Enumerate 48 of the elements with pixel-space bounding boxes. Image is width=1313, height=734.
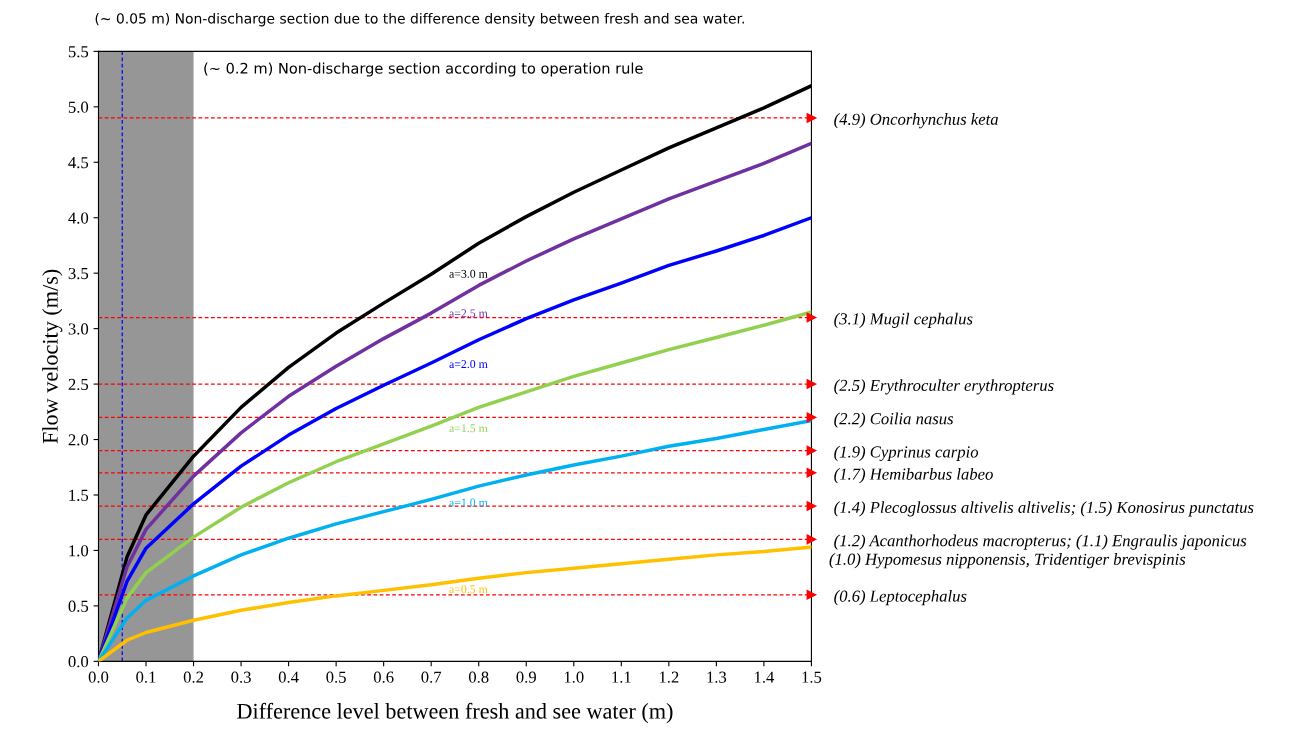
y-tick-label: 0.0 [68, 656, 89, 668]
y-tick-label: 4.0 [68, 212, 89, 224]
y-tick-label: 1.0 [69, 545, 89, 557]
x-tick-label: 1.5 [802, 671, 822, 683]
x-tick-label: 0.0 [88, 671, 109, 683]
x-tick-label: 0.8 [468, 671, 489, 683]
x-tick-label: 1.0 [564, 671, 584, 683]
series-label: a=0.5 m [449, 585, 488, 594]
band-label: (~ 0.2 m) Non-discharge section according to operation rule [204, 62, 643, 77]
y-tick-label: 3.5 [68, 267, 89, 280]
series-label: a=1.5 m [449, 424, 488, 433]
y-tick-label: 1.5 [69, 489, 89, 501]
y-tick-label: 2.5 [68, 378, 89, 391]
y-tick-label: 5.0 [68, 101, 89, 113]
x-tick-label: 0.3 [231, 671, 251, 683]
x-tick-label: 1.3 [707, 671, 727, 683]
ref-line-label: (2.5) Erythroculter erythropterus [834, 379, 1054, 395]
x-tick-label: 1.2 [659, 671, 679, 683]
y-tick-label: 5.5 [68, 46, 89, 58]
ref-line-label: (2.2) Coilia nasus [834, 412, 954, 428]
y-tick-label: 3.0 [68, 323, 89, 335]
y-tick-label: 2.0 [68, 434, 89, 446]
text: (1.0) Hypomesus nipponensis, Tridentiger brevispinis [829, 553, 1186, 569]
x-tick-label: 0.5 [326, 671, 346, 683]
y-tick-label: 4.5 [68, 157, 89, 169]
x-axis-title: Difference level between fresh and see water (m) [237, 702, 673, 724]
ref-line-label: (0.6) Leptocephalus [834, 590, 967, 606]
series-label: a=3.0 m [449, 269, 488, 278]
ref-line-label: (1.9) Cyprinus carpio [834, 445, 979, 461]
ref-line-label: (1.2) Acanthorhodeus macropterus; (1.1) Engraulis japonicus [834, 534, 1247, 550]
x-tick-label: 0.4 [278, 671, 299, 683]
x-tick-label: 0.2 [183, 671, 204, 683]
ref-line-label: (1.4) Plecoglossus altivelis altivelis; (1.5) Konosirus punctatus [834, 501, 1254, 517]
y-tick-label: 0.5 [68, 600, 89, 612]
ref-line-label: (1.7) Hemibarbus labeo [834, 468, 993, 484]
series-label: a=2.5 m [449, 309, 488, 318]
x-tick-label: 0.9 [516, 671, 536, 683]
ref-line-label: (~ 0.05 m) Non-discharge section due to the difference density between fresh and sea water. [95, 12, 744, 27]
x-tick-label: 0.6 [373, 671, 394, 683]
x-tick-label: 1.1 [612, 671, 631, 683]
ref-line-label: (3.1) Mugil cephalus [834, 312, 973, 328]
series-label: a=2.0 m [449, 360, 488, 369]
x-tick-label: 1.4 [754, 671, 775, 683]
y-axis-title: Flow velocity (m/s) [42, 269, 63, 444]
series-label: a=1.0 m [449, 498, 488, 507]
x-tick-label: 0.7 [421, 671, 442, 683]
ref-line-label: (4.9) Oncorhynchus keta [834, 113, 998, 129]
x-tick-label: 0.1 [136, 671, 156, 683]
